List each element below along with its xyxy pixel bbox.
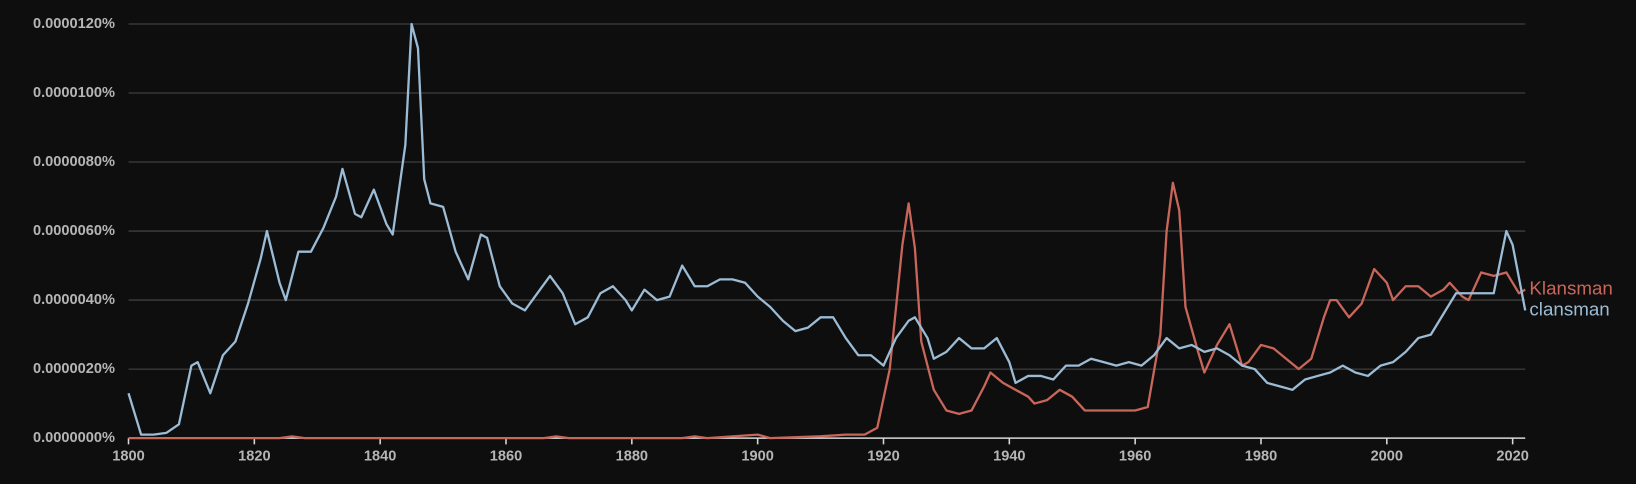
x-tick-label: 1920	[867, 449, 899, 465]
x-tick-label: 1800	[112, 449, 144, 465]
x-tick-label: 2000	[1371, 449, 1403, 465]
y-tick-label: 0.0000060%	[33, 223, 115, 239]
y-tick-label: 0.0000000%	[33, 430, 115, 446]
y-tick-label: 0.0000040%	[33, 292, 115, 308]
x-tick-label: 1940	[993, 449, 1025, 465]
x-tick-label: 1880	[616, 449, 648, 465]
series-line	[127, 22, 1527, 436]
x-tick-label: 1840	[364, 449, 396, 465]
x-tick-label: 1820	[238, 449, 270, 465]
y-tick-label: 0.0000120%	[33, 16, 115, 32]
series-line	[128, 181, 1526, 440]
y-tick-label: 0.0000020%	[33, 361, 115, 377]
legend-label: clansman	[1529, 299, 1609, 320]
y-tick-label: 0.0000080%	[33, 154, 115, 170]
x-tick-label: 2020	[1496, 449, 1528, 465]
x-tick-label: 1960	[1119, 449, 1151, 465]
x-tick-label: 1900	[741, 449, 773, 465]
x-tick-label: 1860	[490, 449, 522, 465]
y-tick-label: 0.0000100%	[33, 85, 115, 101]
x-tick-label: 1980	[1245, 449, 1277, 465]
legend-label: Klansman	[1529, 278, 1612, 299]
